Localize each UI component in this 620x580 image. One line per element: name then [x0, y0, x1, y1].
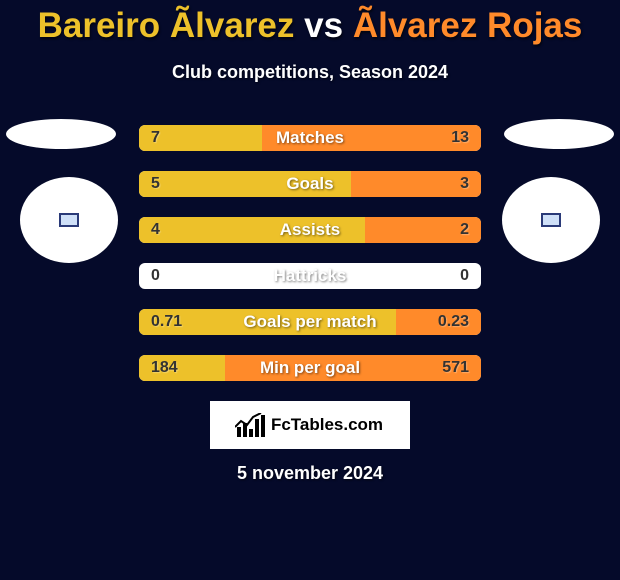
stat-bar: Min per goal 184 571 — [139, 355, 481, 381]
stat-value-right: 2 — [460, 221, 469, 239]
date-text: 5 november 2024 — [0, 463, 620, 484]
subtitle: Club competitions, Season 2024 — [0, 62, 620, 83]
player1-name: Bareiro Ãlvarez — [38, 6, 295, 45]
stat-value-left: 184 — [151, 359, 178, 377]
stat-bar: Hattricks 0 0 — [139, 263, 481, 289]
stat-value-left: 7 — [151, 129, 160, 147]
player1-badge-ellipse — [6, 119, 116, 149]
stat-label: Assists — [280, 220, 340, 240]
stat-value-right: 13 — [451, 129, 469, 147]
player1-flag-icon — [59, 213, 79, 227]
stat-bar: Goals 5 3 — [139, 171, 481, 197]
brand-text: FcTables.com — [271, 415, 383, 435]
stat-bar: Matches 7 13 — [139, 125, 481, 151]
player2-flag-circle — [502, 177, 600, 263]
stat-label: Goals — [286, 174, 333, 194]
stat-value-right: 571 — [442, 359, 469, 377]
stat-value-left: 5 — [151, 175, 160, 193]
stat-label: Hattricks — [274, 266, 347, 286]
vs-text: vs — [304, 6, 343, 45]
stat-label: Goals per match — [243, 312, 376, 332]
player2-name: Ãlvarez Rojas — [353, 6, 583, 45]
stat-bar: Goals per match 0.71 0.23 — [139, 309, 481, 335]
brand-chart-icon — [237, 413, 265, 437]
comparison-title: Bareiro Ãlvarez vs Ãlvarez Rojas — [0, 0, 620, 46]
stat-label: Min per goal — [260, 358, 360, 378]
player2-badge-ellipse — [504, 119, 614, 149]
brand-box: FcTables.com — [210, 401, 410, 449]
stats-bars: Matches 7 13 Goals 5 3 Assists 4 2 Hattricks 0 0 Goa… — [139, 125, 481, 381]
stat-value-right: 0.23 — [438, 313, 469, 331]
stat-bar: Assists 4 2 — [139, 217, 481, 243]
stats-content: Matches 7 13 Goals 5 3 Assists 4 2 Hattricks 0 0 Goa… — [0, 125, 620, 484]
stat-label: Matches — [276, 128, 344, 148]
stat-value-right: 3 — [460, 175, 469, 193]
stat-value-left: 0 — [151, 267, 160, 285]
stat-value-right: 0 — [460, 267, 469, 285]
player1-flag-circle — [20, 177, 118, 263]
player2-flag-icon — [541, 213, 561, 227]
stat-value-left: 0.71 — [151, 313, 182, 331]
stat-value-left: 4 — [151, 221, 160, 239]
